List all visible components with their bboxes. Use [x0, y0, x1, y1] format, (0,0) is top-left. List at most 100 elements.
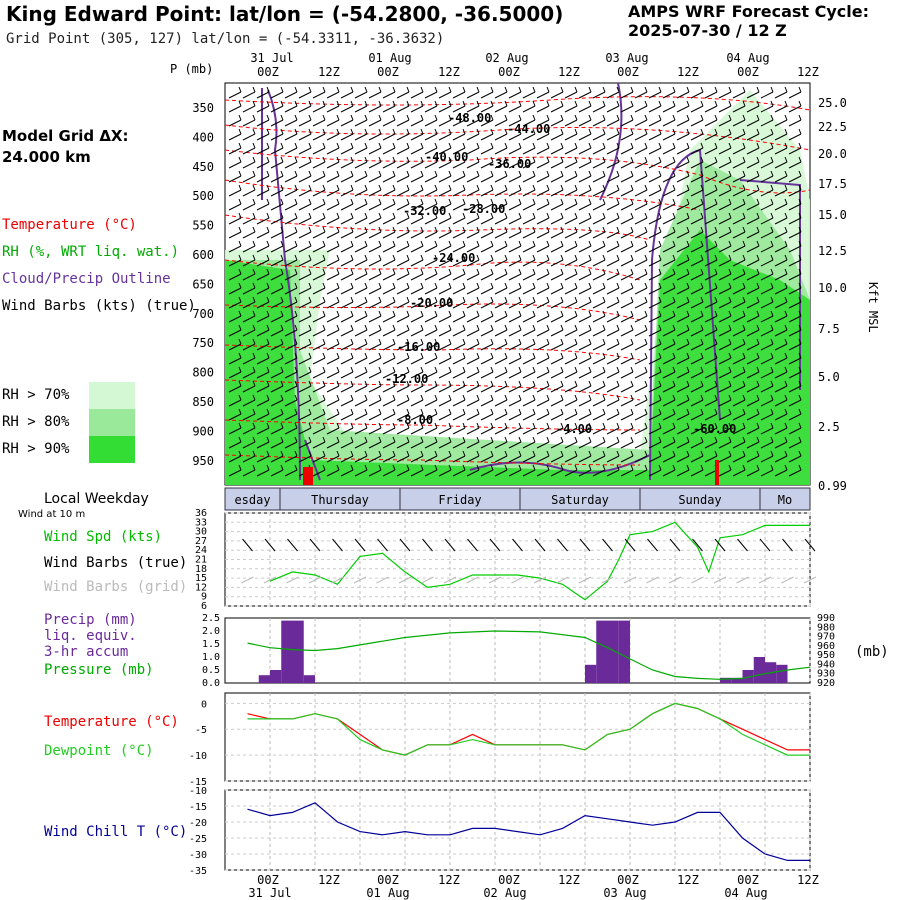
wind-barb — [452, 100, 466, 113]
wind-barb-shaft — [438, 105, 452, 113]
wind-barb — [466, 226, 480, 239]
wind-barb-shaft — [424, 91, 438, 99]
wind-barb-flag — [504, 240, 508, 247]
wind-barb-flag — [490, 296, 494, 303]
wind-barb-flag — [574, 170, 578, 177]
wind-barb-shaft — [256, 119, 270, 127]
wind-barb-flag — [252, 114, 256, 121]
wind-barb — [704, 128, 718, 141]
wind-barb-shaft — [508, 91, 522, 99]
wind-barb-flag — [490, 114, 494, 121]
wind-barb — [452, 128, 466, 141]
wind-barb — [522, 324, 536, 337]
wind-barb-shaft — [564, 231, 578, 239]
wind-barb-shaft — [256, 105, 270, 113]
wind-barb — [438, 128, 452, 141]
temperature-contour — [224, 214, 651, 241]
wind-barb-shaft — [634, 203, 648, 211]
wind-barb-shaft — [410, 329, 424, 337]
wind-barb-flag — [518, 296, 522, 303]
wind-barb-flag — [406, 212, 410, 219]
wind-barb-shaft — [228, 231, 242, 239]
wind-barb — [340, 212, 354, 225]
wind-barb-shaft — [396, 175, 410, 183]
wind-barb-flag — [770, 114, 774, 121]
wind-barb-flag — [658, 198, 662, 205]
height-tick: 20.0 — [818, 147, 847, 161]
wind-barb — [368, 282, 382, 295]
wind-barb-flag — [742, 184, 746, 191]
wind-barb-shaft — [592, 147, 606, 155]
wind-barb-shaft — [480, 105, 494, 113]
wind-barb — [536, 240, 550, 253]
wind-barb — [368, 100, 382, 113]
wind-barb-shaft — [228, 329, 242, 337]
wind-barb — [606, 282, 620, 295]
wind-barb-shaft — [732, 189, 746, 197]
wind-barb-flag — [448, 198, 452, 205]
wind-barb-flag — [266, 170, 270, 177]
wind-barb — [662, 254, 676, 267]
wind-barb-flag — [280, 338, 284, 345]
wind-barb-flag — [784, 114, 788, 121]
wind-barb — [550, 268, 564, 281]
top-date-label: 31 Jul — [250, 51, 293, 65]
wind-barb-flag — [406, 296, 410, 303]
wind-barb-flag — [364, 226, 368, 233]
wind-barb — [326, 128, 340, 141]
wind-barb-flag — [686, 170, 690, 177]
wind-barb-flag — [364, 254, 368, 261]
height-tick: 7.5 — [818, 322, 840, 336]
wind-barb — [578, 240, 592, 253]
wind-barb-flag — [574, 184, 578, 191]
wind-barb-flag — [504, 128, 508, 135]
wind-barb-shaft — [564, 147, 578, 155]
wind-barb — [620, 198, 634, 211]
wind-barb — [774, 156, 788, 169]
wind-barb — [228, 282, 242, 295]
wind-barb-flag — [336, 86, 340, 93]
wind-barb-flag — [672, 86, 676, 93]
wind-barb-flag — [532, 128, 536, 135]
wind-barb-flag — [476, 240, 480, 247]
wind-barb — [494, 254, 508, 267]
wind-barb-shaft — [452, 175, 466, 183]
wind-barb-flag — [490, 86, 494, 93]
wind-barb-shaft — [704, 203, 718, 211]
wind-barb-flag — [630, 212, 634, 219]
wind-barb-flag — [756, 324, 760, 331]
wind-barb — [410, 86, 424, 99]
wind-barb — [480, 282, 494, 295]
wind-barb — [284, 282, 298, 295]
wind-barb-shaft — [578, 315, 592, 323]
wind-barb-shaft — [466, 259, 480, 267]
wind-barb — [340, 114, 354, 127]
wind-barb-flag — [490, 156, 494, 163]
wind-barb — [592, 156, 606, 169]
wind-barb-shaft — [312, 133, 326, 141]
wind-barb-shaft — [396, 217, 410, 225]
wind-barb — [438, 324, 452, 337]
wind-barb-shaft — [298, 203, 312, 211]
wind-barb-flag — [532, 198, 536, 205]
wind-barb-flag — [602, 170, 606, 177]
wind-barb-flag — [448, 338, 452, 345]
wind-barb-flag — [714, 268, 718, 275]
wind-barb-flag — [378, 226, 382, 233]
wind-barb-flag — [546, 268, 550, 275]
wind-barb — [270, 142, 284, 155]
model-grid-value: 24.000 km — [2, 148, 91, 166]
wind-barb — [606, 254, 620, 267]
wind-barb-shaft — [648, 133, 662, 141]
wind-barb-flag — [588, 100, 592, 107]
wind-barb-flag — [742, 296, 746, 303]
wind-barb — [354, 170, 368, 183]
wind-barb-flag — [504, 282, 508, 289]
wind-barb-flag — [476, 184, 480, 191]
wind-barb-shaft — [438, 231, 452, 239]
wind-barb-shaft — [480, 231, 494, 239]
wind-barb-shaft — [564, 217, 578, 225]
wind-barb-flag — [798, 324, 802, 331]
wind-barb-shaft — [256, 175, 270, 183]
wind-barb — [438, 100, 452, 113]
